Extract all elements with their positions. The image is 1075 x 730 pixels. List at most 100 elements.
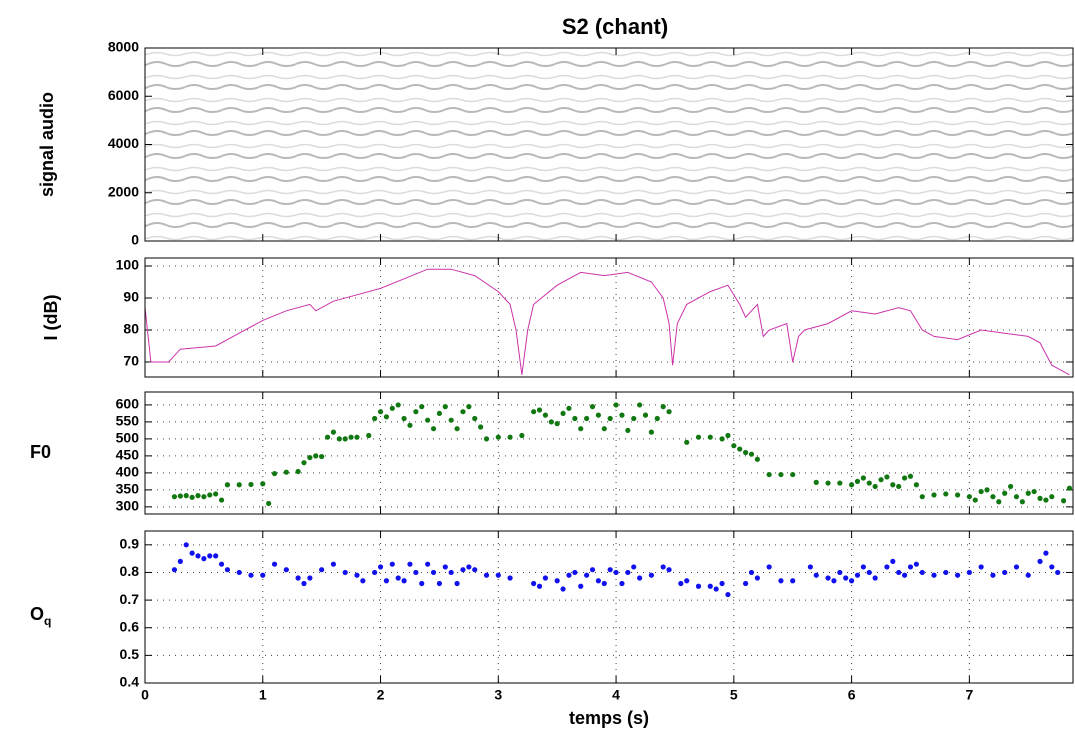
data-point (213, 553, 219, 559)
data-point (560, 586, 566, 592)
data-point (625, 569, 631, 576)
data-point (707, 434, 713, 440)
data-point (1066, 485, 1073, 491)
data-point (790, 471, 796, 478)
data-point (743, 449, 749, 456)
x-tick-label: 0 (141, 687, 149, 703)
data-point (654, 415, 660, 422)
x-tick-label: 1 (259, 687, 267, 703)
data-point (177, 558, 183, 565)
y-tick-label: 300 (116, 498, 140, 514)
data-point (901, 475, 908, 481)
data-point (572, 569, 578, 576)
data-point (642, 412, 649, 418)
y-axis-label: Oq (30, 604, 51, 628)
data-point (990, 572, 996, 578)
x-tick-label: 7 (965, 687, 973, 703)
data-point (348, 434, 354, 440)
data-point (389, 561, 395, 567)
data-point (848, 482, 855, 488)
data-point (201, 556, 207, 562)
data-point (589, 404, 596, 410)
data-point (189, 494, 195, 500)
data-point (1019, 499, 1025, 505)
data-point (931, 572, 937, 578)
data-point (595, 578, 602, 584)
data-point (613, 569, 619, 576)
data-point (578, 426, 584, 432)
data-point (413, 569, 419, 576)
data-point (566, 572, 572, 578)
data-point (601, 426, 607, 432)
data-point (395, 575, 401, 581)
data-point (660, 564, 666, 570)
data-point (260, 572, 266, 578)
data-point (648, 572, 654, 578)
x-tick-label: 5 (730, 687, 738, 703)
y-tick-label: 0.5 (120, 646, 140, 662)
x-tick-label: 2 (377, 687, 385, 703)
data-point (972, 497, 978, 503)
data-point (366, 432, 372, 439)
data-point (201, 494, 207, 500)
data-point (825, 575, 831, 581)
data-point (342, 436, 348, 442)
y-tick-label: 0.9 (120, 536, 140, 552)
data-point (248, 481, 254, 488)
data-point (531, 409, 537, 415)
data-point (684, 578, 690, 584)
data-point (271, 561, 278, 567)
data-point (495, 434, 501, 440)
data-point (919, 494, 925, 500)
data-point (507, 575, 513, 581)
data-point (984, 487, 990, 493)
data-point (218, 561, 225, 567)
data-point (307, 454, 313, 461)
y-tick-label: 400 (116, 464, 140, 480)
data-point (472, 415, 478, 422)
plot-frame (144, 391, 1074, 515)
data-point (837, 480, 843, 486)
data-point (854, 478, 861, 484)
data-point (854, 572, 861, 578)
x-tick-label: 4 (612, 687, 620, 703)
data-point (907, 473, 914, 479)
data-point (766, 564, 772, 570)
data-point (607, 567, 613, 573)
data-point (619, 412, 625, 418)
chart-title: S2 (chant) (562, 14, 668, 39)
data-point (183, 542, 189, 548)
y-tick-label: 350 (116, 481, 140, 497)
data-point (990, 494, 996, 500)
data-point (395, 402, 401, 408)
data-point (625, 427, 631, 434)
data-point (890, 558, 896, 565)
data-point (466, 404, 472, 410)
data-point (319, 453, 325, 460)
data-point (560, 410, 566, 417)
data-point (330, 561, 337, 567)
data-point (407, 561, 413, 567)
data-point (719, 580, 725, 587)
data-point (478, 424, 484, 430)
data-point (1043, 497, 1049, 503)
data-point (177, 493, 183, 499)
data-point (913, 482, 919, 488)
data-point (607, 415, 613, 422)
data-point (725, 432, 731, 439)
data-point (1060, 498, 1067, 504)
data-point (713, 586, 719, 592)
data-point (901, 572, 908, 578)
plot-frame (144, 530, 1074, 684)
data-point (813, 479, 819, 485)
data-point (1055, 569, 1061, 576)
data-point (695, 583, 702, 589)
x-axis-label: temps (s) (569, 708, 649, 728)
data-point (1007, 483, 1014, 490)
data-point (377, 564, 384, 570)
data-point (778, 578, 784, 584)
data-point (171, 494, 178, 500)
data-point (425, 417, 431, 423)
data-point (743, 580, 749, 587)
